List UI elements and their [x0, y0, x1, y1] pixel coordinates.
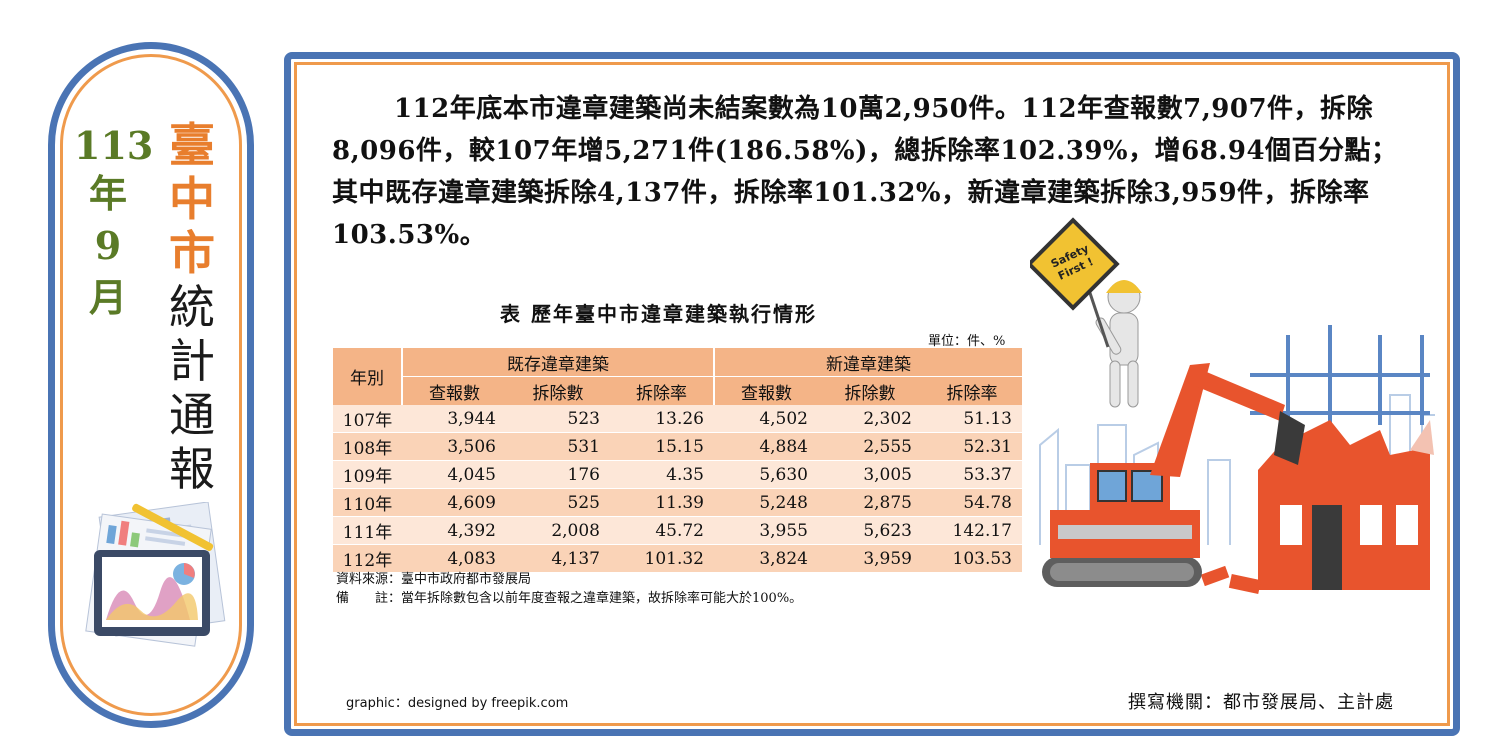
- table-cell: 4,502: [714, 405, 818, 433]
- sub-header: 拆除數: [506, 376, 610, 405]
- graphic-credit: graphic：designed by freepik.com: [346, 696, 569, 711]
- content-frame-inner: [294, 62, 1450, 726]
- table-cell: 525: [506, 488, 610, 517]
- table-unit: 單位：件、%: [928, 334, 1006, 349]
- table-cell: 54.78: [922, 488, 1022, 517]
- remark-note: 備 註：當年拆除數包含以前年度查報之違章建築，故拆除率可能大於100%。: [336, 591, 803, 606]
- title-char: 統: [169, 280, 215, 334]
- table-cell: 4,884: [714, 432, 818, 461]
- issue-pill-inner: [60, 54, 242, 716]
- title-char: 臺: [169, 118, 215, 172]
- sub-header: 拆除率: [922, 376, 1022, 405]
- table-row: 111年 4,392 2,008 45.72 3,955 5,623 142.1…: [333, 516, 1022, 545]
- source-note: 資料來源：臺中市政府都市發展局: [336, 572, 532, 587]
- table-row: 109年 4,045 176 4.35 5,630 3,005 53.37: [333, 460, 1022, 489]
- header-existing-group: 既存違章建築: [401, 348, 714, 377]
- sub-header: 查報數: [713, 376, 818, 405]
- header-new-group: 新違章建築: [713, 348, 1022, 377]
- table-cell: 176: [506, 460, 610, 489]
- table-cell: 45.72: [610, 516, 714, 545]
- cell-year: 107年: [333, 405, 402, 433]
- table-cell: 2,875: [818, 488, 922, 517]
- table-cell: 4,045: [402, 460, 506, 489]
- cell-year: 108年: [333, 432, 402, 461]
- cell-year: 109年: [333, 460, 402, 489]
- table-row: 107年 3,944 523 13.26 4,502 2,302 51.13: [333, 405, 1022, 433]
- table-cell: 5,623: [818, 516, 922, 545]
- table-cell: 53.37: [922, 460, 1022, 489]
- table-cell: 13.26: [610, 405, 714, 433]
- title-char: 計: [169, 334, 215, 388]
- vertical-title: 臺 中 市 統 計 通 報: [160, 118, 224, 496]
- table-cell: 5,630: [714, 460, 818, 489]
- table-cell: 4,137: [506, 544, 610, 573]
- table-cell: 52.31: [922, 432, 1022, 461]
- sub-header: 拆除數: [818, 376, 922, 405]
- table-cell: 2,302: [818, 405, 922, 433]
- sub-header: 拆除率: [610, 376, 714, 405]
- sub-header: 查報數: [401, 376, 506, 405]
- table-cell: 4.35: [610, 460, 714, 489]
- header-year: 年別: [333, 348, 402, 405]
- cell-year: 112年: [333, 544, 402, 573]
- table-cell: 103.53: [922, 544, 1022, 573]
- author-agency: 撰寫機關：都市發展局、主計處: [1128, 692, 1394, 713]
- table-cell: 15.15: [610, 432, 714, 461]
- demolition-illustration: Safety First !: [1030, 217, 1435, 594]
- tablet-chart-illustration: [85, 502, 226, 647]
- table-cell: 2,008: [506, 516, 610, 545]
- statistics-table: 年別 既存違章建築 新違章建築 查報數 拆除數 拆除率 查報數 拆除數 拆除率 …: [333, 348, 1022, 573]
- table-cell: 3,959: [818, 544, 922, 573]
- table-cell: 4,392: [402, 516, 506, 545]
- summary-paragraph: 112年底本市違章建築尚未結案數為10萬2,950件。112年查報數7,907件…: [332, 88, 1412, 256]
- issue-month: 9: [94, 223, 122, 268]
- table-cell: 3,506: [402, 432, 506, 461]
- summary-text: 112年底本市違章建築尚未結案數為10萬2,950件。112年查報數7,907件…: [332, 94, 1398, 250]
- cell-year: 111年: [333, 516, 402, 545]
- table-cell: 3,824: [714, 544, 818, 573]
- title-char: 通: [169, 388, 215, 442]
- title-char: 市: [169, 226, 215, 280]
- table-cell: 3,955: [714, 516, 818, 545]
- table-title: 表 歷年臺中市違章建築執行情形: [500, 302, 817, 326]
- cell-year: 110年: [333, 488, 402, 517]
- table-cell: 4,083: [402, 544, 506, 573]
- issue-month-char: 月: [88, 275, 127, 320]
- table-cell: 51.13: [922, 405, 1022, 433]
- table-cell: 523: [506, 405, 610, 433]
- table-row: 110年 4,609 525 11.39 5,248 2,875 54.78: [333, 488, 1022, 517]
- title-char: 報: [169, 442, 215, 496]
- table-cell: 5,248: [714, 488, 818, 517]
- table-cell: 4,609: [402, 488, 506, 517]
- issue-number: 113: [74, 123, 154, 168]
- table-cell: 2,555: [818, 432, 922, 461]
- table-cell: 142.17: [922, 516, 1022, 545]
- table-row: 108年 3,506 531 15.15 4,884 2,555 52.31: [333, 432, 1022, 461]
- table-cell: 101.32: [610, 544, 714, 573]
- table-cell: 3,944: [402, 405, 506, 433]
- table-row: 112年 4,083 4,137 101.32 3,824 3,959 103.…: [333, 544, 1022, 573]
- issue-year-char: 年: [88, 171, 127, 216]
- issue-label: 113 年 9 月: [74, 123, 154, 324]
- table-cell: 11.39: [610, 488, 714, 517]
- table-cell: 3,005: [818, 460, 922, 489]
- title-char: 中: [169, 172, 215, 226]
- table-cell: 531: [506, 432, 610, 461]
